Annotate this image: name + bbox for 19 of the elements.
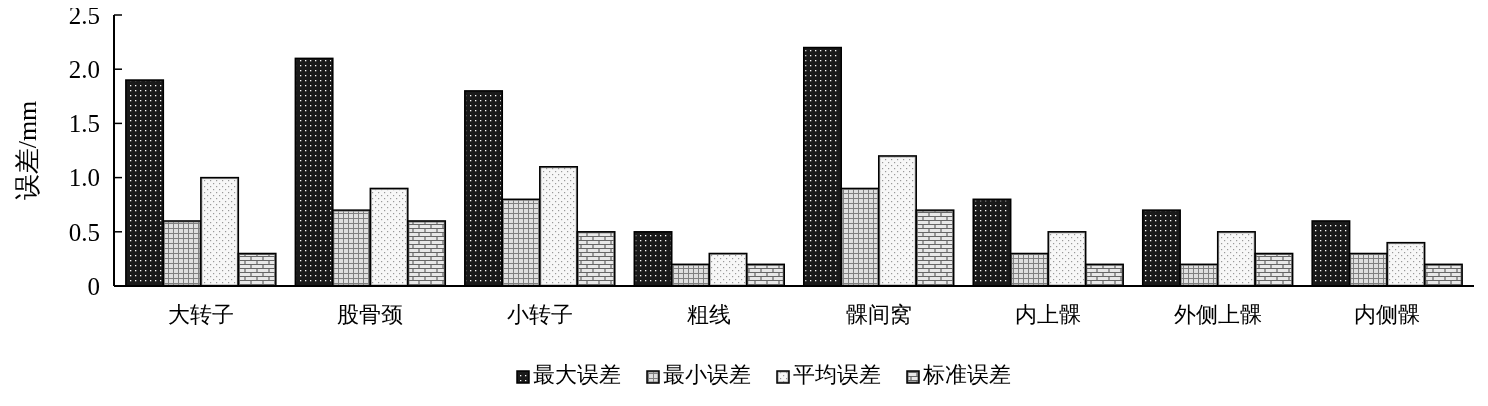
y-tick-label: 2.5 (68, 1, 100, 29)
y-tick-label: 0 (87, 272, 100, 300)
x-tick-label: 小转子 (506, 302, 573, 327)
legend-label: 最大误差 (533, 362, 621, 387)
y-axis-title: 误差/mm (13, 100, 42, 201)
y-tick-label: 1.5 (68, 110, 100, 138)
y-tick-label: 2.0 (68, 55, 100, 83)
x-tick-label: 粗线 (687, 302, 732, 327)
x-tick-label: 大转子 (167, 302, 234, 327)
x-tick-label: 髁间窝 (845, 302, 912, 327)
y-tick-label: 0.5 (68, 218, 100, 246)
y-tick-label: 1.0 (68, 164, 100, 192)
x-tick-label: 外侧上髁 (1173, 302, 1262, 327)
legend-label: 平均误差 (793, 362, 881, 387)
x-tick-label: 内侧髁 (1354, 302, 1421, 327)
x-tick-label: 股骨颈 (337, 302, 404, 327)
legend-label: 标准误差 (922, 362, 1011, 387)
x-tick-label: 内上髁 (1015, 302, 1082, 327)
legend-label: 最小误差 (663, 362, 751, 387)
